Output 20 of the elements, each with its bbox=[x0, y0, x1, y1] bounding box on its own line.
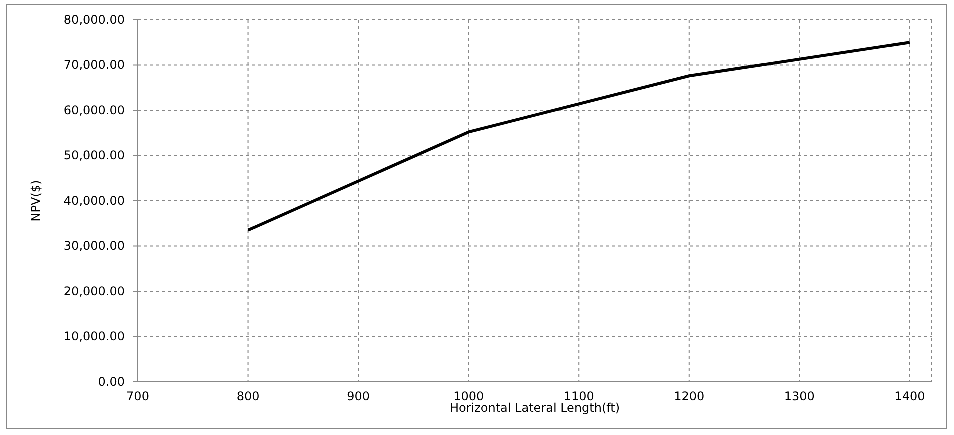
y-tick-label: 20,000.00 bbox=[64, 284, 125, 298]
line-series bbox=[246, 41, 912, 232]
x-tick-label: 1000 bbox=[454, 390, 484, 404]
y-tick-label: 0.00 bbox=[98, 374, 125, 389]
x-tick-label: 1300 bbox=[784, 390, 815, 404]
x-axis-title: Horizontal Lateral Length(ft) bbox=[450, 401, 620, 415]
y-tick-label: 80,000.00 bbox=[64, 12, 125, 27]
x-tick-label: 1200 bbox=[674, 390, 705, 404]
y-tick-label: 50,000.00 bbox=[64, 148, 125, 163]
y-tick-label: 30,000.00 bbox=[64, 239, 125, 254]
x-tick-label: 800 bbox=[236, 390, 260, 404]
x-tick-label: 1400 bbox=[894, 390, 926, 404]
x-tick-label: 1100 bbox=[564, 390, 594, 404]
x-tick-label: 700 bbox=[126, 390, 150, 404]
x-tick-label: 900 bbox=[347, 390, 370, 404]
y-tick-label: 60,000.00 bbox=[64, 103, 125, 118]
y-tick-label: 70,000.00 bbox=[64, 58, 125, 72]
y-axis-title: NPV($) bbox=[29, 180, 43, 222]
y-tick-label: 40,000.00 bbox=[64, 194, 125, 208]
y-tick-label: 10,000.00 bbox=[64, 330, 125, 344]
